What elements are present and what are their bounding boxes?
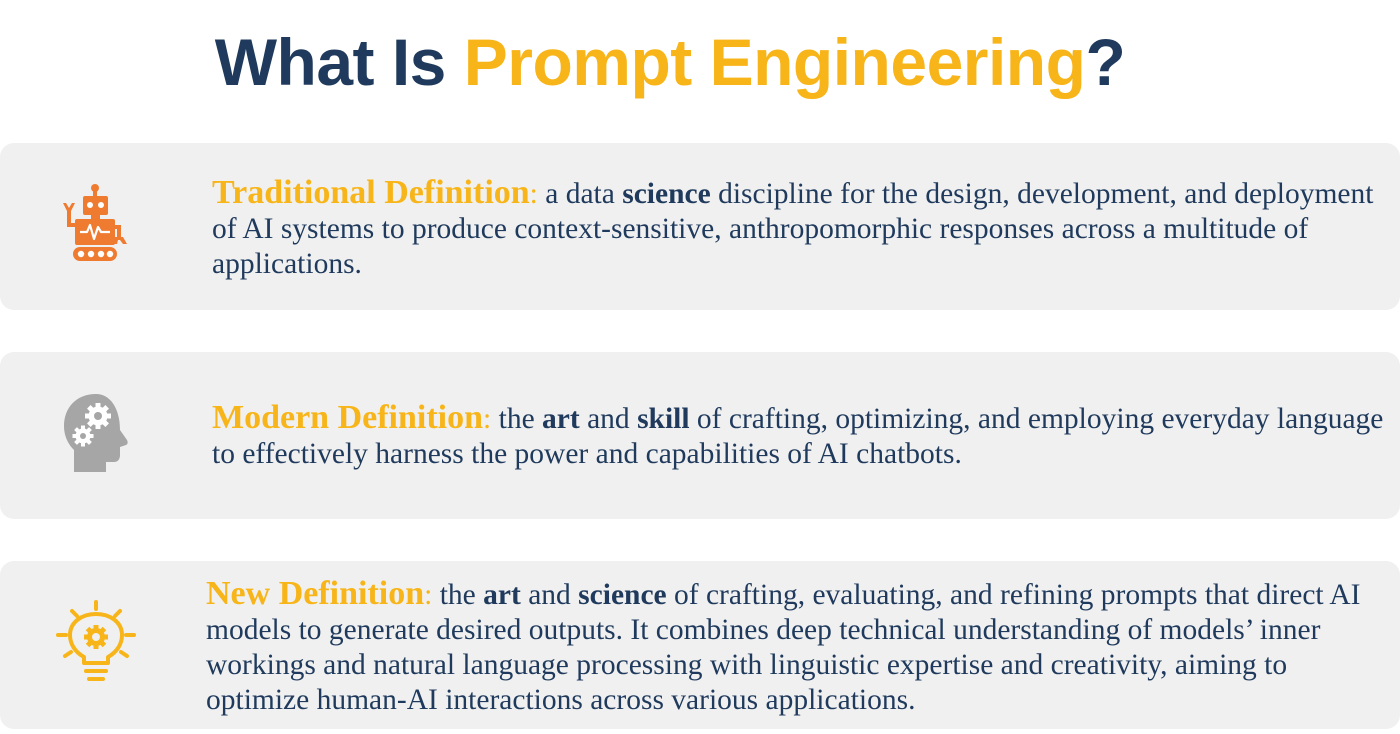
modern-definition-body-3: of crafting, optimizing, and employing e… xyxy=(212,403,1384,470)
new-definition-body-2: and xyxy=(520,579,579,611)
traditional-definition-body-2: discipline for the design, development, … xyxy=(212,178,1374,280)
traditional-definition-body-1: a data xyxy=(537,178,623,210)
new-definition-keyword-art: art xyxy=(483,579,521,611)
new-definition-card: New Definition: the art and science of c… xyxy=(0,561,1400,729)
new-definition-colon: : xyxy=(424,579,433,611)
modern-definition-heading: Modern Definition xyxy=(212,399,484,436)
modern-definition-body-1: the xyxy=(491,403,543,435)
modern-definition-colon: : xyxy=(483,403,492,435)
new-definition-heading: New Definition xyxy=(206,575,425,612)
lightbulb-gear-icon xyxy=(55,599,137,687)
page-title: What Is Prompt Engineering? xyxy=(0,22,1340,102)
new-definition-text: New Definition: the art and science of c… xyxy=(206,576,1391,718)
traditional-definition-text: Traditional Definition: a data science d… xyxy=(212,175,1392,282)
new-definition-keyword-science: science xyxy=(578,579,667,611)
new-definition-body-1: the xyxy=(432,579,484,611)
modern-definition-keyword-skill: skill xyxy=(637,403,690,435)
modern-definition-text: Modern Definition: the art and skill of … xyxy=(212,400,1392,472)
new-definition-body-3: of crafting, evaluating, and refining pr… xyxy=(206,579,1361,716)
traditional-definition-card: Traditional Definition: a data science d… xyxy=(0,143,1400,310)
head-gears-icon xyxy=(62,392,132,476)
robot-icon xyxy=(62,183,132,267)
modern-definition-keyword-art: art xyxy=(542,403,580,435)
title-part-prompt-engineering: Prompt Engineering xyxy=(463,25,1086,99)
traditional-definition-heading: Traditional Definition xyxy=(212,174,530,211)
traditional-definition-colon: : xyxy=(529,178,538,210)
title-part-question-mark: ? xyxy=(1085,25,1126,99)
traditional-definition-keyword-science: science xyxy=(622,178,711,210)
title-part-what-is: What Is xyxy=(214,25,464,99)
modern-definition-card: Modern Definition: the art and skill of … xyxy=(0,352,1400,519)
modern-definition-body-2: and xyxy=(579,403,638,435)
